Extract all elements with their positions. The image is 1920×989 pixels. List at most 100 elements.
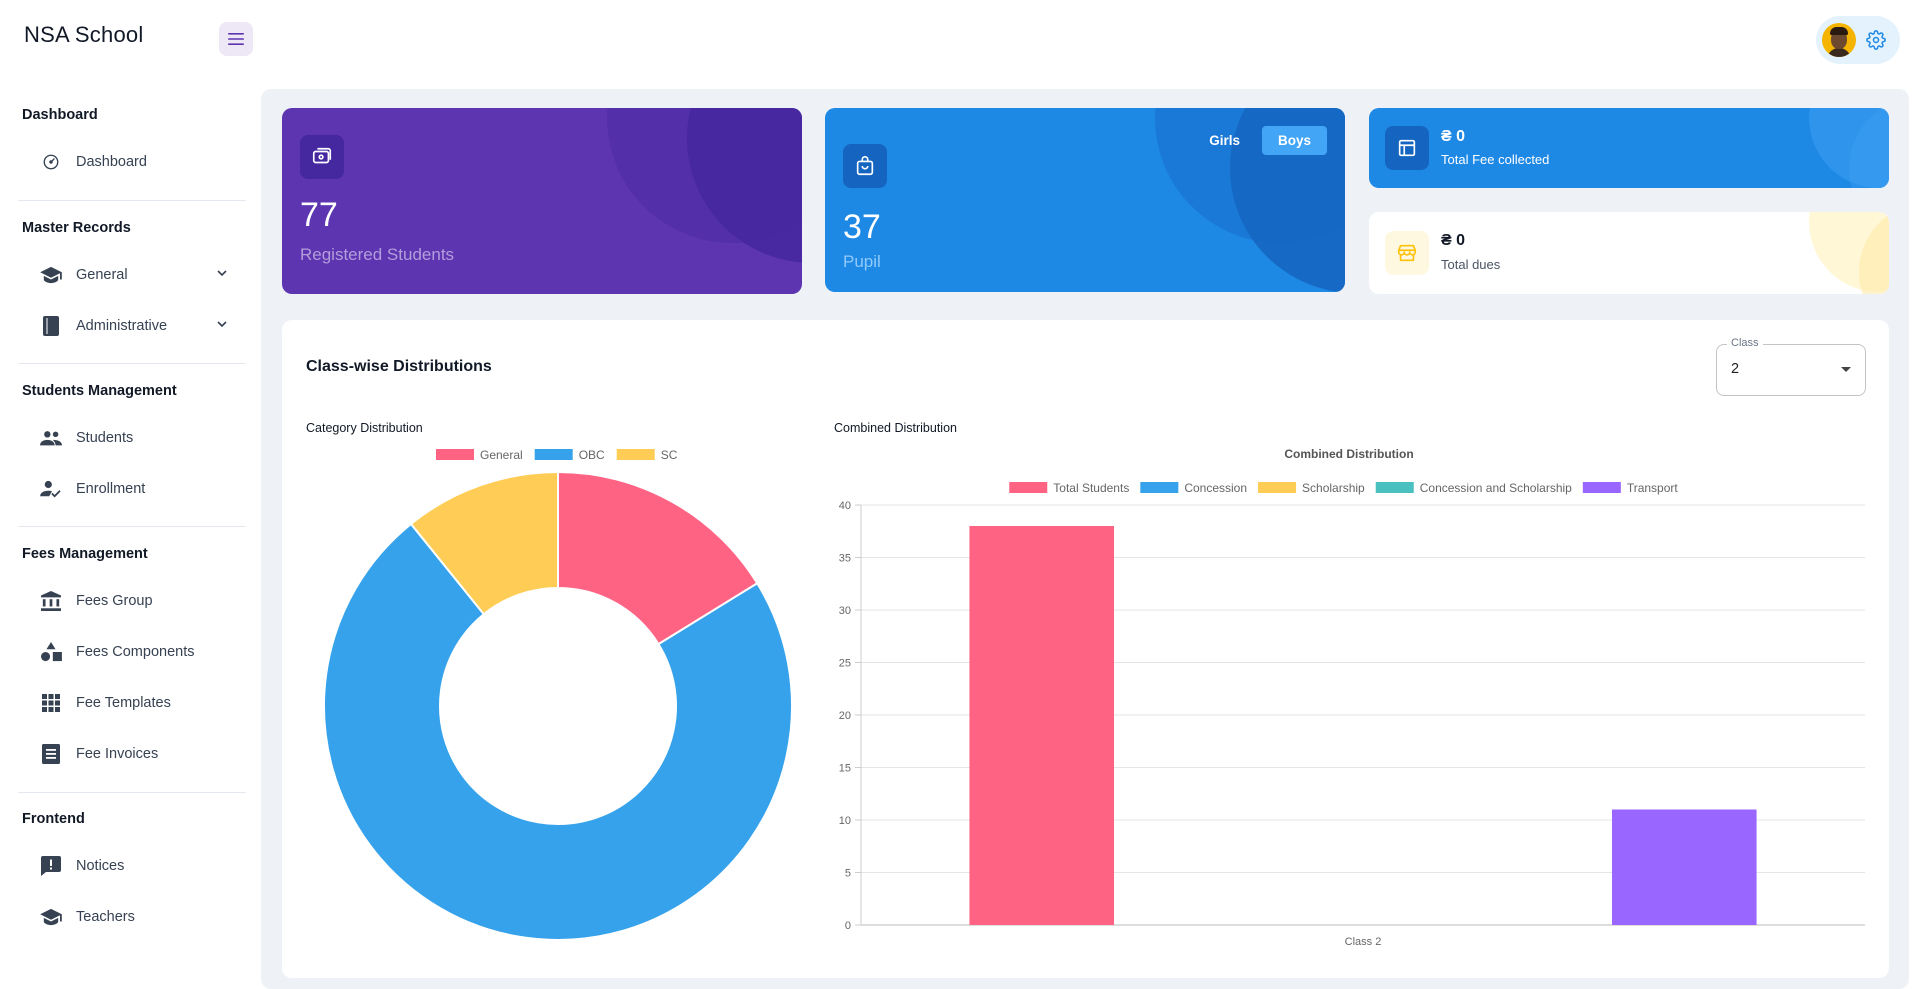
pupil-card: Girls Boys 37 Pupil	[825, 108, 1345, 292]
sidebar-item-students[interactable]: Students	[18, 416, 246, 460]
class-select-value: 2	[1731, 361, 1740, 377]
dashboard-icon	[40, 151, 62, 173]
chevron-down-icon[interactable]	[216, 267, 228, 279]
graduation-cap-icon	[40, 906, 62, 928]
sidebar: Dashboard Dashboard Master Records Gener…	[0, 80, 260, 975]
top-bar: NSA School	[0, 0, 1920, 80]
legend-label: General	[480, 448, 523, 462]
pupil-label: Pupil	[843, 252, 881, 271]
sidebar-item-notices[interactable]: Notices	[18, 844, 246, 888]
sidebar-item-general[interactable]: General	[18, 253, 246, 297]
hamburger-icon	[228, 33, 244, 45]
registered-students-count: 77	[300, 196, 338, 234]
sidebar-item-administrative[interactable]: Administrative	[18, 304, 246, 348]
y-tick-label: 40	[839, 500, 851, 512]
legend-label: Concession	[1184, 481, 1247, 495]
legend-swatch	[534, 449, 573, 460]
pupil-count: 37	[843, 208, 881, 246]
bar-chart-title: Combined Distribution	[1284, 447, 1413, 461]
total-dues-label: Total dues	[1441, 257, 1501, 272]
sidebar-item-dashboard[interactable]: Dashboard	[18, 140, 246, 184]
y-tick-label: 0	[845, 920, 851, 932]
x-tick-label: Class 2	[1345, 936, 1382, 948]
sidebar-section-fees-management: Fees Management	[22, 546, 148, 562]
legend-item-obc[interactable]: OBC	[534, 448, 605, 462]
sidebar-item-label: General	[76, 267, 128, 283]
card-icon-box	[300, 135, 344, 179]
legend-label: SC	[661, 448, 678, 462]
bar-total-students[interactable]	[969, 526, 1115, 925]
y-tick-label: 10	[839, 815, 851, 827]
table-chart-icon	[1398, 139, 1416, 157]
legend-item[interactable]: Total Students	[1009, 481, 1129, 495]
total-fee-label: Total Fee collected	[1441, 152, 1550, 167]
legend-label: Scholarship	[1302, 481, 1365, 495]
shopping-bag-icon	[856, 156, 874, 176]
settings-gear-icon[interactable]	[1866, 30, 1886, 50]
legend-item[interactable]: Scholarship	[1258, 481, 1365, 495]
sidebar-item-teachers[interactable]: Teachers	[18, 895, 246, 939]
book-icon	[40, 315, 62, 337]
combined-distribution-heading: Combined Distribution	[834, 421, 957, 435]
y-tick-label: 35	[839, 553, 851, 565]
id-card-icon	[312, 147, 332, 164]
sidebar-item-label: Fees Components	[76, 644, 195, 660]
total-dues-amount: ₴ 0	[1441, 232, 1466, 249]
sidebar-section-students-management: Students Management	[22, 383, 177, 399]
legend-swatch	[1140, 482, 1179, 493]
legend-item-sc[interactable]: SC	[616, 448, 678, 462]
legend-swatch	[1009, 482, 1048, 493]
card-icon-box	[843, 144, 887, 188]
sidebar-item-label: Fees Group	[76, 593, 153, 609]
y-tick-label: 30	[839, 605, 851, 617]
sidebar-divider	[18, 363, 246, 364]
sidebar-item-label: Fee Invoices	[76, 746, 159, 762]
card-icon-box	[1385, 231, 1429, 275]
profile-button[interactable]	[1816, 16, 1900, 64]
toggle-girls-button[interactable]: Girls	[1209, 133, 1240, 148]
legend-swatch	[436, 449, 474, 460]
legend-item[interactable]: Transport	[1582, 481, 1679, 495]
avatar[interactable]	[1822, 23, 1856, 57]
class-select[interactable]: Class 2	[1716, 337, 1866, 396]
gender-toggle: Girls Boys	[1193, 126, 1327, 155]
legend-swatch	[616, 449, 655, 460]
sidebar-section-dashboard: Dashboard	[22, 107, 98, 123]
chevron-down-icon[interactable]	[216, 318, 228, 330]
total-fee-amount: ₴ 0	[1441, 128, 1466, 145]
legend-label: OBC	[579, 448, 605, 462]
notice-icon	[40, 855, 62, 877]
sidebar-item-fees-group[interactable]: Fees Group	[18, 579, 246, 623]
sidebar-item-label: Teachers	[76, 909, 135, 925]
category-distribution-heading: Category Distribution	[306, 421, 423, 435]
legend-item-general[interactable]: General	[436, 448, 523, 462]
sidebar-item-fees-components[interactable]: Fees Components	[18, 630, 246, 674]
legend-item[interactable]: Concession and Scholarship	[1375, 481, 1572, 495]
sidebar-item-label: Notices	[76, 858, 125, 874]
doughnut-slice-sc[interactable]	[409, 470, 559, 616]
sidebar-item-enrollment[interactable]: Enrollment	[18, 467, 246, 511]
graduation-cap-icon	[40, 264, 62, 286]
brand-logo[interactable]: NSA School	[24, 22, 144, 47]
bar-transport[interactable]	[1611, 809, 1757, 926]
sidebar-section-frontend: Frontend	[22, 811, 85, 827]
legend-label: Transport	[1627, 481, 1679, 495]
sidebar-item-fee-templates[interactable]: Fee Templates	[18, 681, 246, 725]
combined-bar-chart: Combined Distribution Total Students Conce…	[839, 447, 1865, 948]
legend-swatch	[1375, 482, 1414, 493]
doughnut-slice-obc[interactable]	[323, 522, 793, 941]
legend-swatch	[1582, 482, 1621, 493]
toggle-boys-button[interactable]: Boys	[1261, 126, 1327, 155]
legend-item[interactable]: Concession	[1140, 481, 1247, 495]
shapes-icon	[40, 641, 62, 663]
menu-toggle-button[interactable]	[219, 22, 253, 56]
category-doughnut-chart: General OBC SC	[323, 448, 793, 941]
y-tick-label: 5	[845, 868, 851, 880]
invoice-icon	[40, 743, 62, 765]
sidebar-item-fee-invoices[interactable]: Fee Invoices	[18, 732, 246, 776]
legend-label: Concession and Scholarship	[1420, 481, 1572, 495]
doughnut-slice-general[interactable]	[557, 470, 759, 646]
caret-down-icon	[1841, 367, 1851, 372]
card-icon-box	[1385, 126, 1429, 170]
class-select-label: Class	[1727, 337, 1763, 349]
